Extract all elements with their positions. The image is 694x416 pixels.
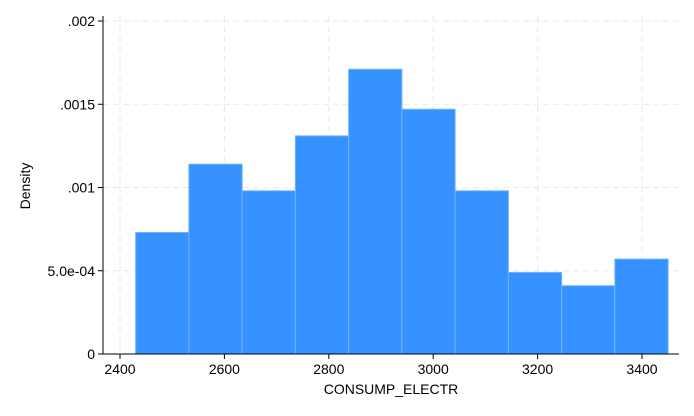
histogram-bar [241,190,296,355]
x-tick-label: 3400 [626,361,657,377]
histogram-bar [507,271,563,355]
histogram-bar [188,163,243,355]
histogram-bar [348,68,403,355]
y-axis-title: Density [17,163,33,210]
y-tick-label: .001 [68,180,95,196]
histogram-bar [401,108,456,355]
histogram-bars [135,68,669,355]
x-axis-title: CONSUMP_ELECTR [324,381,459,397]
y-tick-label: .0015 [60,96,95,112]
x-tick-label: 3000 [418,361,449,377]
x-tick-label: 2400 [104,361,135,377]
histogram-bar [294,135,350,355]
x-tick-label: 3200 [522,361,553,377]
y-tick-label: 0 [87,346,95,362]
y-tick-label: .002 [68,13,95,29]
tick-labels: 0 5.0e-04 .001 .0015 .002 2400 2600 2800 3000 320… [48,13,658,377]
x-tick-label: 2600 [209,361,240,377]
x-tick-label: 2800 [313,361,344,377]
histogram-bar [614,258,669,355]
histogram-bar [561,285,616,355]
y-tick-label: 5.0e-04 [48,263,96,279]
histogram-bar [454,190,509,355]
histogram-bar [135,231,190,355]
axes [98,16,679,359]
